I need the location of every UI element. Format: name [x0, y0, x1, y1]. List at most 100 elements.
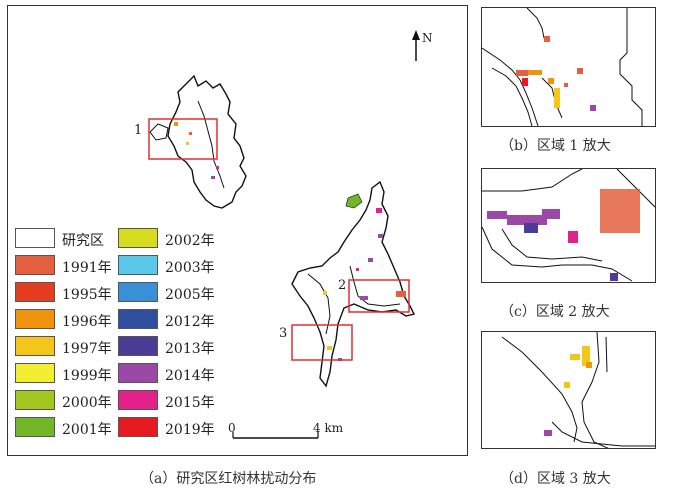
- inset-2-disturbance: [507, 215, 547, 225]
- inset-3-shoreline: [605, 336, 608, 373]
- zone-1-box[interactable]: [148, 118, 218, 160]
- legend-label: 1995年: [62, 287, 112, 303]
- legend-label: 1999年: [62, 368, 112, 384]
- north-disturbance-mark: [174, 122, 178, 126]
- zone-3-box[interactable]: [291, 324, 353, 361]
- inset-3-shoreline: [551, 421, 655, 447]
- legend-swatch: [118, 363, 158, 383]
- north-disturbance-mark: [211, 176, 215, 179]
- legend-swatch: [15, 228, 55, 248]
- legend-swatch: [15, 336, 55, 356]
- south-disturbance-mark: [356, 268, 359, 271]
- inset-zone-2: [481, 168, 656, 283]
- south-disturbance-mark: [360, 296, 368, 300]
- inset-1-boundary: [619, 8, 643, 126]
- north-disturbance-mark: [186, 142, 189, 145]
- inset-2-shoreline: [482, 169, 583, 192]
- legend-swatch: [118, 282, 158, 302]
- scale-start-label: 0: [228, 421, 236, 435]
- inset-1-disturbance: [590, 105, 596, 111]
- south-west-channel: [307, 273, 331, 335]
- inset-zone-3: [481, 331, 656, 449]
- inset-1-disturbance: [548, 78, 554, 84]
- inset-1-disturbance: [564, 83, 568, 87]
- inset-1-disturbance: [554, 88, 560, 108]
- inset-1-disturbance: [577, 68, 583, 74]
- south-disturbance-mark: [378, 234, 383, 238]
- inset-1-shoreline: [491, 67, 533, 126]
- legend-swatch: [118, 228, 158, 248]
- inset-3-disturbance: [544, 430, 552, 436]
- legend-label: 研究区: [62, 233, 104, 249]
- inset-1-disturbance: [522, 78, 528, 86]
- legend-label: 1997年: [62, 341, 112, 357]
- inset-2-shoreline: [501, 228, 603, 262]
- inset-zone-2-canvas: [482, 169, 655, 282]
- inset-1-boundary: [526, 8, 545, 39]
- south-disturbance-mark: [396, 291, 406, 297]
- legend-swatch: [118, 390, 158, 410]
- legend-swatch: [118, 255, 158, 275]
- inset-2-disturbance: [568, 231, 578, 243]
- inset-2-disturbance: [542, 209, 560, 219]
- inset-2-shoreline: [482, 226, 633, 282]
- legend-swatch: [15, 255, 55, 275]
- scale-end-label: 4 km: [313, 421, 344, 435]
- legend-label: 2014年: [165, 368, 215, 384]
- legend: 研究区 1991年 1995年 1996年 1997年 1999年 2000年: [15, 228, 225, 453]
- legend-swatch: [118, 417, 158, 437]
- north-island-outline: [167, 74, 247, 209]
- inset-3-shoreline: [581, 332, 609, 448]
- inset-zone-3-canvas: [501, 332, 655, 448]
- legend-label: 2000年: [62, 395, 112, 411]
- inset-zone-1: [481, 7, 656, 127]
- inset-3-disturbance: [582, 346, 590, 366]
- inset-1-disturbance: [544, 36, 550, 42]
- inset-2-disturbance: [600, 189, 640, 233]
- north-disturbance-mark: [189, 132, 192, 135]
- legend-label: 2001年: [62, 422, 112, 438]
- zone-3-label: 3: [279, 326, 288, 341]
- legend-swatch: [15, 390, 55, 410]
- south-disturbance-mark: [323, 291, 327, 295]
- inset-2-disturbance: [524, 223, 538, 233]
- zone-2-box[interactable]: [348, 279, 410, 313]
- inset-zone-2-caption: （c）区域 2 放大: [500, 304, 610, 320]
- legend-label: 2012年: [165, 314, 215, 330]
- inset-zone-1-caption: （b）区域 1 放大: [500, 138, 611, 154]
- legend-label: 2003年: [165, 260, 215, 276]
- inset-3-disturbance: [586, 362, 592, 368]
- inset-2-disturbance: [487, 211, 507, 219]
- legend-label: 2019年: [165, 422, 215, 438]
- main-map-frame: 1 2 3 N 0 4 km 研究区 1991年 1995年 1996年 199…: [7, 5, 468, 456]
- inset-1-disturbance: [528, 70, 542, 75]
- zone-2-label: 2: [338, 278, 347, 293]
- south-disturbance-mark: [368, 258, 373, 262]
- legend-label: 1996年: [62, 314, 112, 330]
- south-island-outline: [291, 180, 416, 388]
- legend-label: 2002年: [165, 233, 215, 249]
- legend-swatch: [15, 417, 55, 437]
- legend-label: 1991年: [62, 260, 112, 276]
- north-disturbance-mark: [216, 166, 219, 169]
- north-arrow-head-icon: [412, 30, 420, 40]
- inset-3-disturbance: [570, 354, 580, 360]
- inset-zone-3-caption: （d）区域 3 放大: [500, 471, 611, 487]
- zone-1-label: 1: [134, 123, 143, 138]
- main-map-caption: （a）研究区红树林扰动分布: [140, 471, 317, 487]
- north-label: N: [422, 31, 433, 45]
- legend-label: 2005年: [165, 287, 215, 303]
- inset-3-shoreline: [501, 336, 578, 443]
- legend-swatch: [15, 282, 55, 302]
- inset-2-disturbance: [610, 273, 618, 281]
- north-island-inner-channel: [197, 100, 225, 189]
- inset-1-shoreline: [482, 47, 539, 126]
- green-islet: [345, 193, 363, 209]
- south-disturbance-mark: [327, 346, 332, 350]
- main-map-canvas: [148, 30, 420, 439]
- north-island-west-lobe: [149, 123, 169, 141]
- legend-label: 2015年: [165, 395, 215, 411]
- legend-label: 2013年: [165, 341, 215, 357]
- inset-1-disturbance: [516, 70, 528, 76]
- inset-zone-1-canvas: [482, 8, 643, 126]
